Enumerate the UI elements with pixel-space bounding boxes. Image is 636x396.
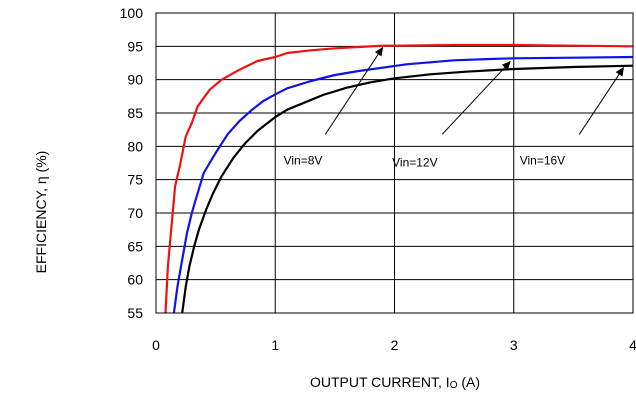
x-tick-label: 0 — [152, 337, 160, 353]
y-tick-label: 65 — [127, 238, 143, 254]
y-tick-label: 75 — [127, 172, 143, 188]
y-tick-label: 55 — [127, 305, 143, 321]
annotations: Vin=8V Vin=12V Vin=16V — [284, 46, 625, 169]
series-line — [164, 43, 634, 314]
y-tick-label: 70 — [127, 205, 143, 221]
y-tick-label: 80 — [127, 138, 143, 154]
y-tick-label: 90 — [127, 72, 143, 88]
annotation-label: Vin=12V — [392, 155, 438, 169]
y-tick-label: 85 — [127, 105, 143, 121]
y-tick-labels: 55 60 65 70 75 80 85 90 95 100 — [120, 5, 144, 321]
y-axis-label: EFFICIENCY, η (%) — [33, 151, 49, 274]
annotation-arrow — [578, 66, 625, 135]
x-tick-label: 2 — [391, 337, 399, 353]
y-tick-label: 60 — [127, 272, 143, 288]
x-tick-label: 3 — [510, 337, 518, 353]
annotation-label: Vin=8V — [284, 153, 323, 167]
x-tick-labels: 0 1 2 3 4 — [152, 337, 636, 353]
annotation-label: Vin=16V — [520, 153, 566, 167]
series-line — [172, 55, 634, 314]
series-line — [181, 64, 634, 314]
x-tick-label: 1 — [271, 337, 279, 353]
annotation-arrow — [441, 60, 511, 135]
y-tick-label: 100 — [120, 5, 144, 21]
x-axis-label: OUTPUT CURRENT, IO (A) — [310, 374, 480, 391]
plot-frame — [155, 12, 634, 314]
series-lines — [164, 43, 634, 314]
x-tick-label: 4 — [629, 337, 636, 353]
annotation-arrow — [324, 46, 384, 135]
y-tick-label: 95 — [127, 38, 143, 54]
